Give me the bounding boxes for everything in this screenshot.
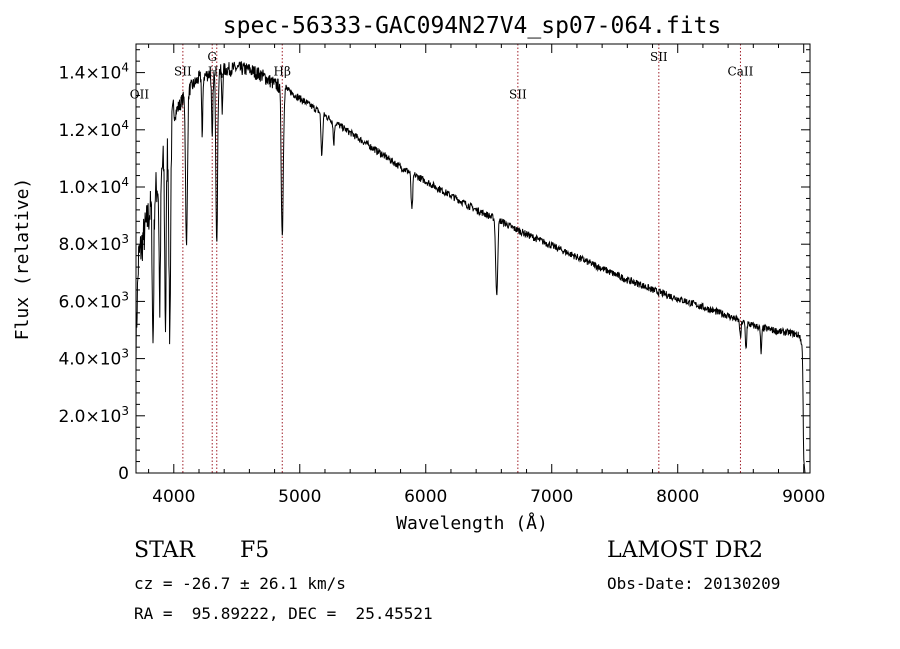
y-tick-label: 1.2×104 — [58, 118, 129, 141]
coordinates-text: RA = 95.89222, DEC = 25.45521 — [134, 604, 433, 623]
y-tick-label: 4.0×103 — [58, 347, 129, 370]
y-axis-ticks: 0 2.0×103 4.0×103 6.0×103 8.0×103 1.0×104 1.2×… — [58, 49, 810, 484]
x-tick-label: 7000 — [530, 487, 573, 507]
redshift-text: cz = -26.7 ± 26.1 km/s — [134, 574, 346, 593]
x-tick-label: 8000 — [656, 487, 699, 507]
spectrum-series-line — [135, 60, 806, 474]
spectral-line-label: G — [207, 50, 217, 64]
y-tick-label: 6.0×103 — [58, 289, 129, 312]
chart-title: spec-56333-GAC094N27V4_sp07-064.fits — [223, 13, 722, 39]
x-axis-label: Wavelength (Å) — [396, 512, 548, 534]
plot-frame — [135, 43, 811, 474]
y-tick-label: 1.4×104 — [58, 61, 129, 84]
object-subclass: F5 — [240, 538, 270, 563]
spectral-line-label: SII — [174, 64, 192, 78]
obs-date: Obs-Date: 20130209 — [607, 574, 781, 593]
x-tick-label: 6000 — [404, 487, 447, 507]
x-axis-ticks: 4000 5000 6000 7000 8000 9000 — [148, 44, 825, 507]
y-tick-label: 0 — [118, 464, 129, 484]
plot-border — [135, 43, 811, 474]
spectral-line-label: SII — [650, 50, 668, 64]
y-axis-label: Flux (relative) — [12, 178, 33, 341]
spectral-line-label: OII — [130, 87, 150, 101]
x-tick-label: 5000 — [278, 487, 321, 507]
spectral-line-label: SII — [509, 87, 527, 101]
y-tick-label: 1.0×104 — [58, 175, 129, 198]
survey-name: LAMOST DR2 — [607, 538, 763, 563]
y-tick-label: 8.0×103 — [58, 232, 129, 255]
x-tick-label: 9000 — [782, 487, 825, 507]
spectral-line-label: CaII — [728, 64, 754, 78]
y-tick-label: 2.0×103 — [58, 404, 129, 427]
spectral-line-label: Hβ — [274, 64, 291, 78]
object-class: STAR — [134, 538, 195, 563]
x-tick-label: 4000 — [152, 487, 195, 507]
